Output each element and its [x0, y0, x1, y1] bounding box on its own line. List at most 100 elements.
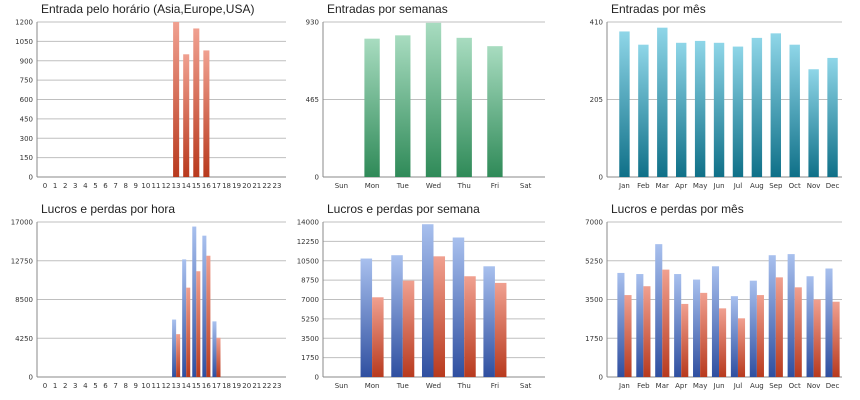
bar: [617, 272, 625, 377]
x-tick-label: Jan: [618, 182, 630, 190]
x-tick-label: 22: [262, 182, 271, 190]
bar: [212, 321, 217, 377]
bar: [655, 244, 663, 377]
y-tick-label: 930: [306, 19, 319, 27]
y-tick-label: 1750: [301, 354, 319, 362]
bar: [395, 35, 411, 178]
x-tick-label: 15: [192, 382, 201, 390]
x-tick-label: 3: [73, 382, 77, 390]
y-tick-label: 8750: [301, 277, 319, 285]
x-tick-label: Tue: [396, 182, 409, 190]
x-tick-label: Nov: [807, 382, 821, 390]
x-tick-label: Aug: [750, 382, 764, 390]
y-tick-label: 4250: [15, 335, 33, 343]
x-tick-label: Feb: [637, 182, 650, 190]
bar: [700, 292, 708, 377]
x-tick-label: 17: [212, 182, 221, 190]
x-tick-label: 13: [172, 182, 181, 190]
bar: [756, 295, 764, 377]
bar: [173, 22, 180, 177]
bar: [832, 301, 840, 377]
bar: [737, 318, 746, 377]
x-tick-label: Aug: [750, 182, 764, 190]
bar: [808, 69, 819, 177]
y-tick-label: 10500: [297, 257, 319, 265]
y-tick-label: 465: [306, 96, 319, 104]
bar: [719, 308, 727, 377]
bar: [636, 274, 644, 377]
bar: [662, 269, 670, 377]
x-tick-label: 2: [63, 382, 67, 390]
x-tick-label: 8: [123, 182, 127, 190]
x-tick-label: 20: [242, 182, 251, 190]
bar: [789, 44, 800, 178]
x-tick-label: 1: [53, 382, 57, 390]
x-tick-label: Jul: [733, 382, 743, 390]
bar: [813, 299, 821, 377]
bar: [676, 42, 687, 178]
x-tick-label: Nov: [807, 182, 821, 190]
bar: [806, 276, 814, 377]
bar: [192, 226, 197, 377]
bar: [494, 282, 507, 377]
bar: [787, 254, 795, 377]
x-tick-label: Oct: [789, 182, 801, 190]
x-tick-label: Dec: [826, 182, 840, 190]
x-tick-label: 9: [134, 382, 138, 390]
x-tick-label: 6: [103, 382, 108, 390]
x-tick-label: Apr: [675, 182, 687, 190]
chart-title: Lucros e perdas por semana: [327, 202, 480, 216]
y-tick-label: 0: [599, 374, 603, 382]
x-tick-label: 4: [83, 382, 88, 390]
chart-panel-monthly-entries: Entradas por mês 0 205 410 Jan Feb Mar Apr May J…: [590, 0, 842, 200]
y-tick-label: 205: [590, 96, 603, 104]
x-tick-label: 2: [63, 182, 67, 190]
bar: [193, 28, 200, 178]
bar: [775, 277, 783, 377]
x-tick-label: 18: [222, 182, 231, 190]
x-tick-label: Sep: [769, 182, 783, 190]
y-tick-label: 3500: [585, 296, 603, 304]
x-tick-label: Oct: [789, 382, 801, 390]
bar: [487, 46, 503, 177]
bar: [711, 266, 720, 377]
x-tick-label: 16: [202, 182, 211, 190]
bar: [202, 235, 207, 377]
x-tick-label: Wed: [426, 382, 441, 390]
bar: [421, 224, 434, 377]
bar: [402, 280, 415, 377]
chart-title: Lucros e perdas por mês: [611, 202, 744, 216]
bar: [464, 276, 476, 377]
y-tick-label: 0: [315, 374, 319, 382]
x-tick-label: Jan: [618, 382, 630, 390]
y-tick-label: 5250: [585, 257, 603, 265]
x-tick-label: 17: [212, 382, 221, 390]
y-tick-label: 0: [29, 174, 33, 182]
bar: [183, 54, 190, 177]
bar: [216, 337, 221, 377]
bar: [751, 37, 763, 177]
x-tick-label: 10: [141, 182, 150, 190]
y-tick-label: 300: [20, 135, 33, 143]
y-tick-label: 8500: [15, 296, 33, 304]
x-tick-label: 21: [252, 382, 261, 390]
x-tick-label: May: [693, 382, 707, 390]
y-tick-label: 1050: [15, 38, 33, 46]
x-tick-label: 20: [242, 382, 251, 390]
x-tick-label: Wed: [426, 182, 441, 190]
x-tick-label: 10: [141, 382, 150, 390]
x-tick-label: 11: [151, 182, 160, 190]
bar: [186, 287, 191, 377]
x-tick-label: 13: [172, 382, 181, 390]
bar: [364, 38, 380, 177]
chart-title: Entradas por mês: [611, 2, 706, 16]
bar: [172, 319, 177, 377]
x-tick-label: 0: [43, 382, 47, 390]
y-tick-label: 750: [20, 77, 33, 85]
bar: [730, 296, 738, 377]
x-tick-label: Jun: [713, 182, 725, 190]
bar: [360, 258, 373, 377]
x-tick-label: 6: [103, 182, 108, 190]
